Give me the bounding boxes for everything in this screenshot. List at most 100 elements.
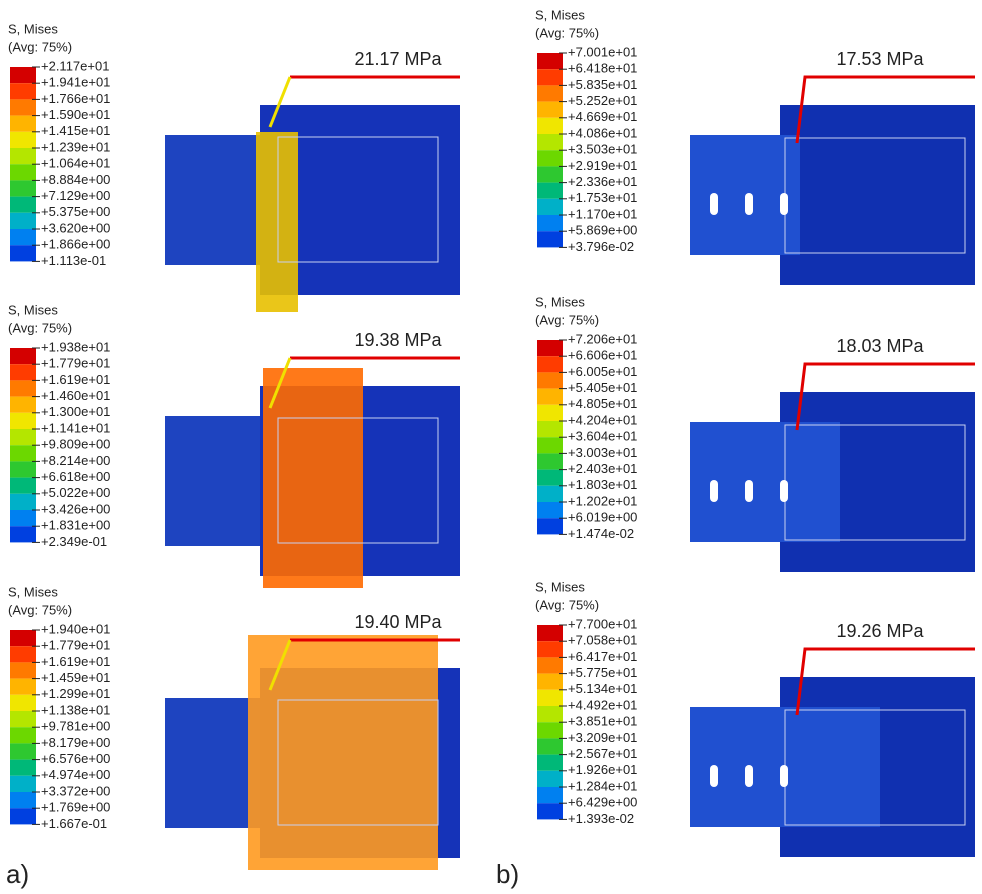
legend-label: +9.781e+00	[41, 719, 110, 734]
legend-label: +5.869e+00	[568, 223, 637, 238]
legend-subtitle: (Avg: 75%)	[8, 602, 72, 617]
legend-band	[537, 518, 563, 534]
legend-band	[537, 755, 563, 771]
legend-band	[537, 183, 563, 199]
legend-label: +1.667e-01	[41, 816, 107, 831]
legend-label: +1.300e+01	[41, 404, 110, 419]
legend-band	[10, 429, 36, 445]
legend-band	[10, 727, 36, 743]
legend-band	[10, 695, 36, 711]
legend-band	[10, 413, 36, 429]
legend-band	[537, 738, 563, 754]
legend-label: +3.503e+01	[568, 142, 637, 157]
legend-label: +6.417e+01	[568, 649, 637, 664]
slot	[780, 765, 788, 787]
legend-label: +8.214e+00	[41, 453, 110, 468]
legend-label: +7.206e+01	[568, 331, 637, 346]
legend-title: S, Mises	[535, 7, 585, 22]
slot	[780, 193, 788, 215]
legend-label: +1.590e+01	[41, 107, 110, 122]
legend-label: +4.669e+01	[568, 109, 637, 124]
small-block	[165, 135, 262, 265]
legend-band	[537, 437, 563, 453]
legend-label: +8.179e+00	[41, 735, 110, 750]
legend-label: +7.129e+00	[41, 188, 110, 203]
legend-band	[10, 245, 36, 261]
annotation: 19.40 MPa	[354, 612, 442, 632]
legend-label: +8.884e+00	[41, 172, 110, 187]
legend-band	[10, 99, 36, 115]
legend-label: +3.426e+00	[41, 501, 110, 516]
legend-band	[537, 771, 563, 787]
legend-label: +5.252e+01	[568, 93, 637, 108]
legend-band	[10, 380, 36, 396]
annotation: 19.26 MPa	[836, 621, 924, 641]
legend-label: +1.459e+01	[41, 670, 110, 685]
legend-title: S, Mises	[8, 302, 58, 317]
legend-label: +4.974e+00	[41, 767, 110, 782]
legend-label: +6.606e+01	[568, 348, 637, 363]
legend-label: +1.113e-01	[41, 253, 106, 268]
small-block	[165, 416, 262, 546]
legend-band	[10, 67, 36, 83]
legend-band	[537, 340, 563, 356]
legend-label: +5.134e+01	[568, 681, 637, 696]
legend-label: +1.779e+01	[41, 638, 110, 653]
legend-band	[10, 630, 36, 646]
legend-title: S, Mises	[535, 294, 585, 309]
annotation: 21.17 MPa	[354, 49, 442, 69]
legend-band	[537, 102, 563, 118]
legend-band	[537, 53, 563, 69]
hot-zone	[256, 132, 298, 312]
legend-label: +7.001e+01	[568, 44, 637, 59]
legend-label: +1.064e+01	[41, 156, 110, 171]
legend-label: +2.336e+01	[568, 174, 637, 189]
legend-label: +2.403e+01	[568, 461, 637, 476]
legend-band	[10, 760, 36, 776]
legend-band	[537, 372, 563, 388]
legend-band	[537, 85, 563, 101]
legend-label: +6.005e+01	[568, 364, 637, 379]
legend-label: +5.835e+01	[568, 77, 637, 92]
legend-label: +3.604e+01	[568, 429, 637, 444]
slot	[745, 193, 753, 215]
legend-label: +5.022e+00	[41, 485, 110, 500]
legend-band	[10, 461, 36, 477]
legend-band	[537, 722, 563, 738]
legend-band	[537, 674, 563, 690]
legend-subtitle: (Avg: 75%)	[535, 312, 599, 327]
legend-label: +1.941e+01	[41, 75, 110, 90]
legend-label: +2.349e-01	[41, 534, 107, 549]
legend-band	[537, 389, 563, 405]
legend-label: +5.405e+01	[568, 380, 637, 395]
legend-band	[537, 690, 563, 706]
legend-label: +1.138e+01	[41, 702, 110, 717]
legend-band	[10, 229, 36, 245]
legend-label: +1.239e+01	[41, 139, 110, 154]
legend-band	[537, 215, 563, 231]
legend-band	[10, 679, 36, 695]
legend-band	[537, 118, 563, 134]
slot	[710, 480, 718, 502]
legend-label: +1.938e+01	[41, 339, 110, 354]
slot	[710, 193, 718, 215]
legend-label: +1.619e+01	[41, 654, 110, 669]
legend-label: +4.805e+01	[568, 396, 637, 411]
caption: a)	[6, 859, 29, 889]
legend-band	[10, 792, 36, 808]
legend-band	[537, 150, 563, 166]
legend-band	[537, 787, 563, 803]
legend-band	[10, 213, 36, 229]
legend-band	[10, 776, 36, 792]
legend-label: +2.117e+01	[41, 58, 109, 73]
legend-band	[537, 199, 563, 215]
legend-label: +1.415e+01	[41, 123, 110, 138]
legend-band	[10, 510, 36, 526]
annotation: 17.53 MPa	[836, 49, 924, 69]
annotation: 19.38 MPa	[354, 330, 442, 350]
slot	[745, 480, 753, 502]
legend-label: +1.299e+01	[41, 686, 110, 701]
legend-band	[537, 356, 563, 372]
legend-label: +7.700e+01	[568, 616, 637, 631]
legend-label: +1.779e+01	[41, 356, 110, 371]
